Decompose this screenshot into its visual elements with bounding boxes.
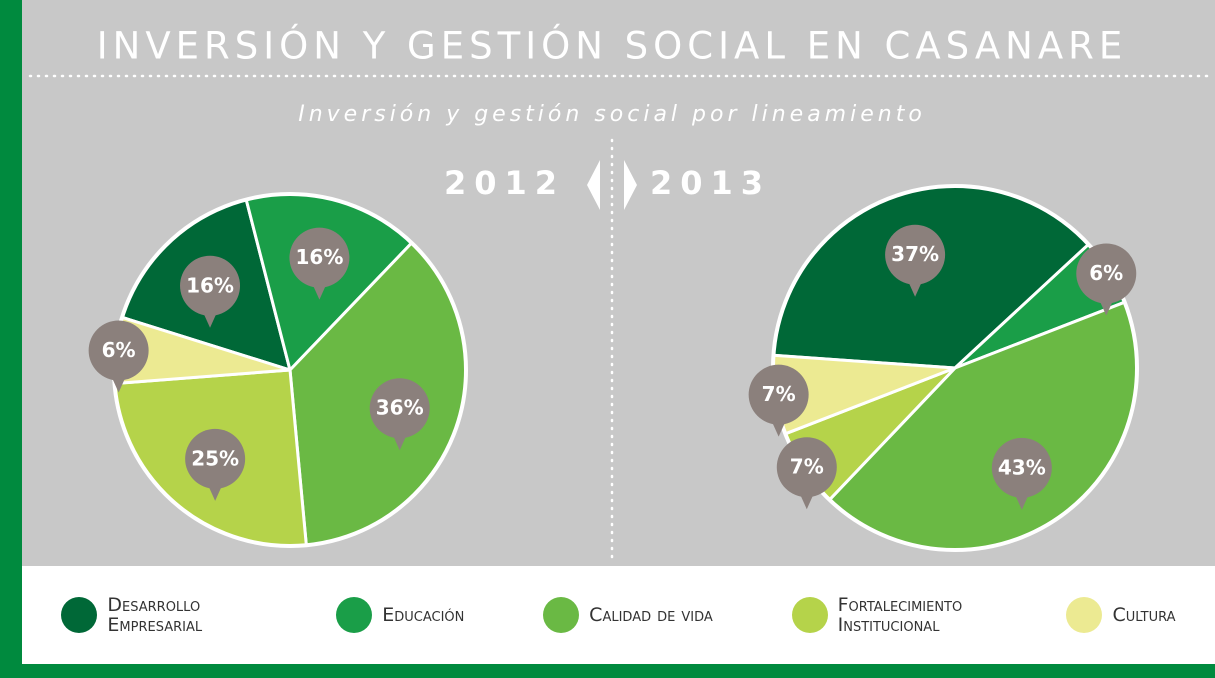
legend-item: Calidad de vida (543, 597, 713, 633)
bubble (88, 320, 149, 381)
data-label: 37% (891, 242, 939, 266)
bubble (180, 255, 241, 316)
chart-title: INVERSIÓN Y GESTIÓN SOCIAL EN CASANARE (97, 24, 1128, 68)
data-label: 7% (790, 455, 824, 479)
year-label: 2013 (650, 164, 771, 202)
legend-item: Desarrollo Empresarial (61, 595, 257, 635)
legend-swatch (61, 597, 98, 633)
bubble (369, 378, 430, 439)
legend-label: Desarrollo Empresarial (107, 594, 203, 636)
data-label: 25% (191, 446, 239, 470)
data-label: 36% (376, 396, 424, 420)
bubble (885, 224, 946, 285)
legend-label: Fortalecimiento Institucional (837, 594, 963, 636)
legend-swatch (543, 597, 580, 633)
data-label: 6% (102, 338, 136, 362)
chart: INVERSIÓN Y GESTIÓN SOCIAL EN CASANARE I… (22, 0, 1215, 566)
legend-item: Cultura (1066, 597, 1176, 633)
bubble (776, 437, 837, 498)
arrows (587, 160, 637, 210)
data-label: 16% (186, 273, 234, 297)
data-label: 7% (762, 382, 796, 406)
legend-item: Educación (336, 597, 464, 633)
bubble (289, 227, 350, 288)
legend-label: Educación (382, 604, 465, 626)
bubble (1076, 243, 1137, 304)
legend: Desarrollo Empresarial Educación Calidad d… (22, 566, 1215, 664)
year-label: 2012 (444, 164, 565, 202)
legend-item: Fortalecimiento Institucional (791, 594, 988, 636)
bubble (748, 364, 809, 425)
legend-swatch (1066, 597, 1103, 633)
legend-label: Cultura (1112, 604, 1176, 626)
legend-swatch (336, 597, 373, 633)
legend-label: Calidad de vida (589, 604, 713, 626)
bubble (991, 437, 1052, 498)
chart-subtitle: Inversión y gestión social por lineamien… (298, 102, 926, 127)
bubble (185, 428, 246, 489)
data-label: 16% (295, 245, 343, 269)
data-label: 6% (1089, 261, 1123, 285)
legend-swatch (791, 597, 828, 633)
data-label: 43% (998, 455, 1046, 479)
